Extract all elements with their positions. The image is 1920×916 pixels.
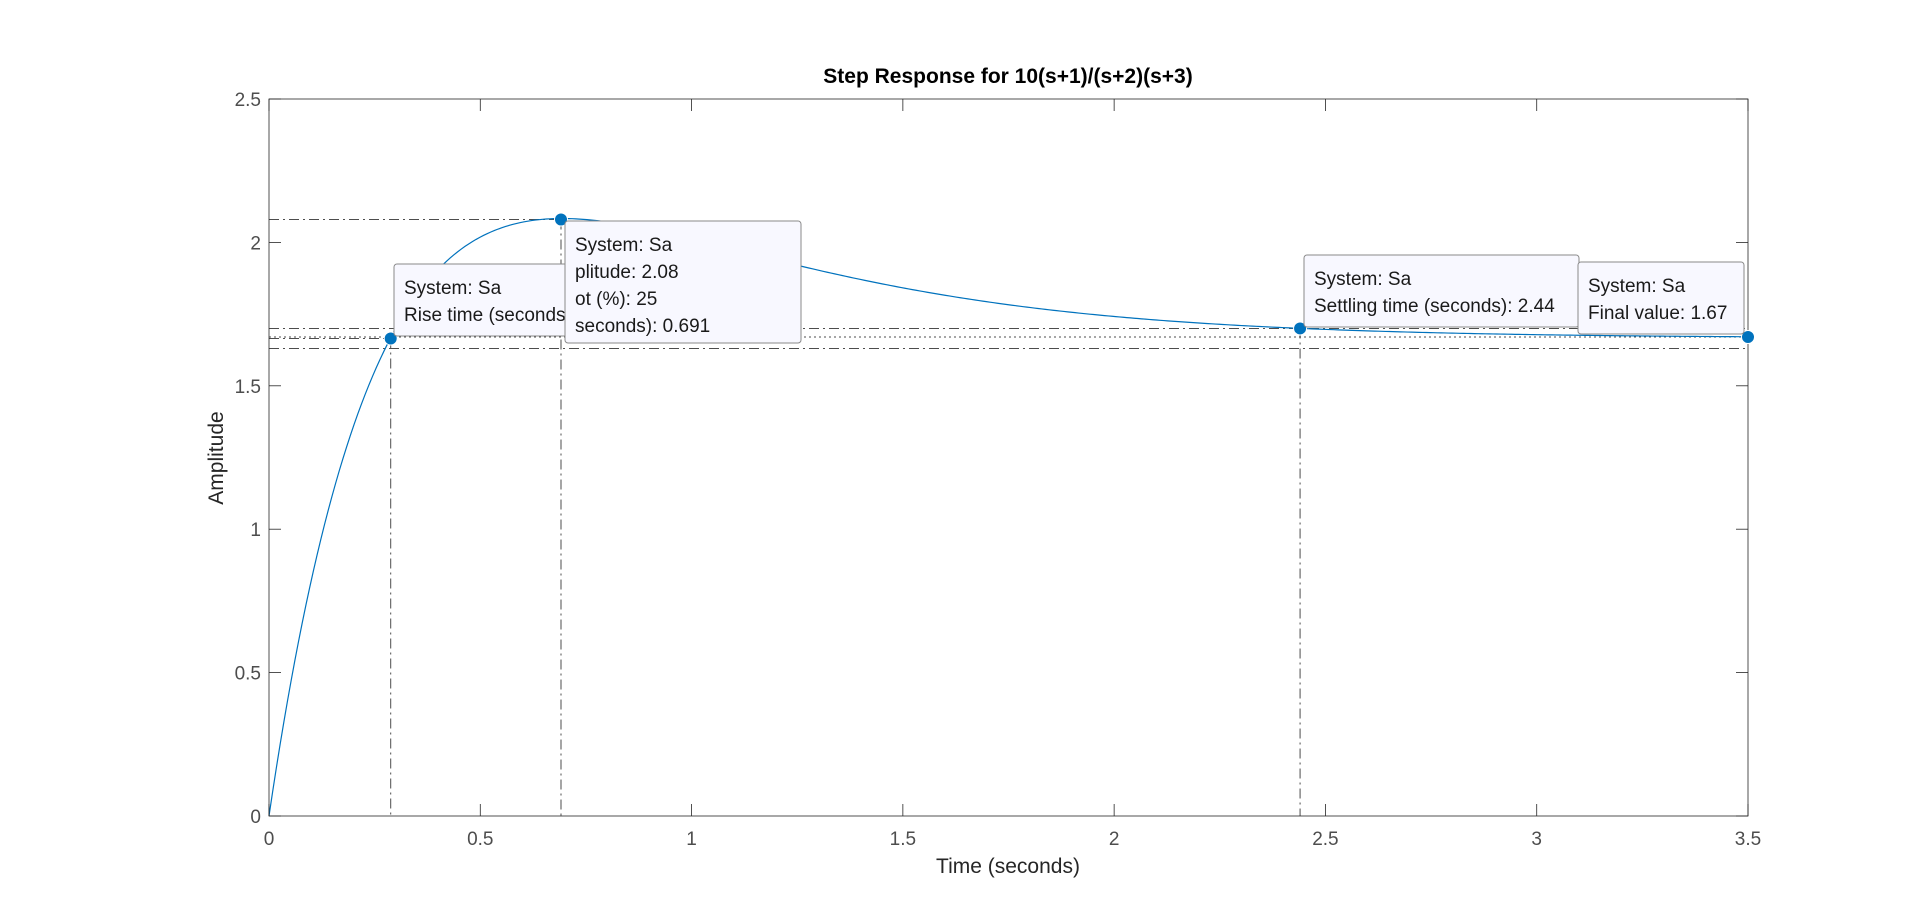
markers: [383, 212, 1755, 346]
datatip-text: Final value: 1.67: [1588, 303, 1727, 324]
datatip-marker: [383, 331, 398, 346]
datatip-text: seconds): 0.691: [575, 316, 710, 337]
x-tick-label: 0.5: [467, 829, 493, 850]
datatip-text: System: Sa: [575, 235, 673, 256]
response-curve-layer: [268, 217, 1749, 817]
x-tick-label: 3: [1531, 829, 1542, 850]
datatip: System: Sa Settling time (seconds): 2.44: [1303, 254, 1580, 328]
datatip-text: System: Sa: [404, 278, 502, 299]
axes-background: [269, 99, 1748, 816]
chart-title: Step Response for 10(s+1)/(s+2)(s+3): [823, 65, 1192, 88]
y-tick-label: 1: [250, 520, 261, 541]
y-tick-label: 2: [250, 233, 261, 254]
datatip-marker: [1741, 330, 1755, 345]
x-tick-label: 1.5: [890, 829, 916, 850]
datatip: System: Sa plitude: 2.08 ot (%): 25 seconds…: [564, 220, 802, 344]
y-tick-label: 2.5: [235, 90, 261, 111]
datatip-text: Settling time (seconds): 2.44: [1314, 296, 1555, 317]
x-tick-label: 2: [1109, 829, 1120, 850]
response-curve: [268, 217, 1749, 817]
x-tick-label: 3.5: [1735, 829, 1761, 850]
y-tick-label: 1.5: [235, 377, 261, 398]
datatip-box: [564, 220, 802, 344]
datatip-text: ot (%): 25: [575, 289, 657, 310]
x-tick-label: 1: [686, 829, 697, 850]
x-axis-label: Time (seconds): [936, 855, 1080, 878]
y-axis-label: Amplitude: [205, 411, 228, 504]
y-tick-label: 0: [250, 807, 261, 828]
x-tick-label: 0: [264, 829, 275, 850]
datatip-text: plitude: 2.08: [575, 262, 679, 283]
datatip-text: System: Sa: [1588, 276, 1686, 297]
x-tick-label: 2.5: [1312, 829, 1338, 850]
axes-box: [268, 98, 1749, 817]
datatip-marker: [1293, 321, 1308, 336]
y-tick-label: 0.5: [235, 664, 261, 685]
datatip-text: System: Sa: [1314, 269, 1412, 290]
ticks: 0 0.5 1 1.5 2 2.5 3 3.5 0 0.5 1 1.5 2 2.5: [235, 90, 1762, 850]
datatip: System: Sa Final value: 1.67: [1577, 261, 1745, 335]
datatip-box: [1577, 261, 1745, 335]
datatip-marker: [553, 212, 568, 227]
